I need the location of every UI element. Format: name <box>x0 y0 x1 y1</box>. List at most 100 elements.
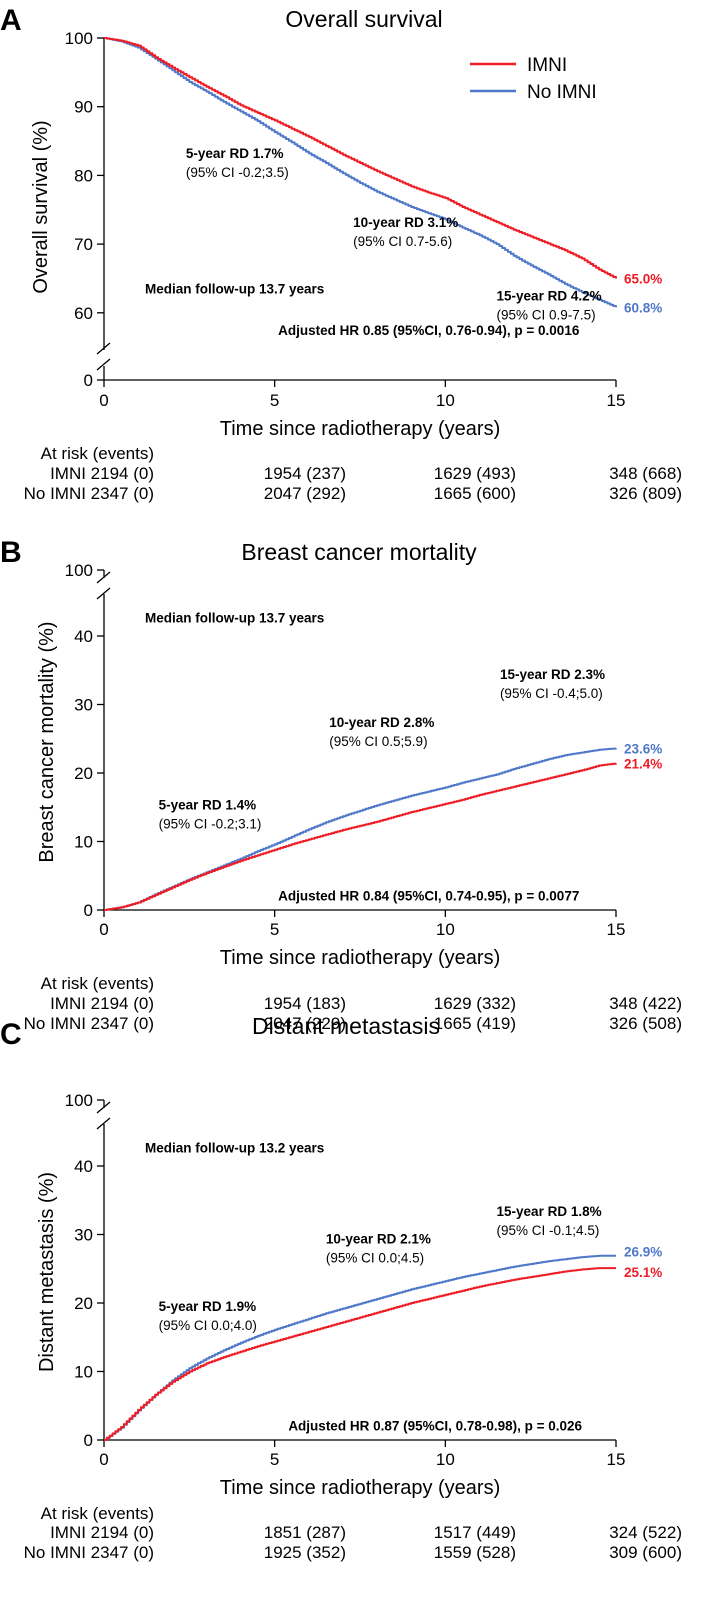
panel-letter: A <box>0 4 22 37</box>
x-tick-label: 10 <box>436 391 455 410</box>
panel-c: C Distant metastasis 0 10 20 30 40 100 0 5 10 15 Tim… <box>0 1013 682 1562</box>
annotation-ci: (95% CI 0.0;4.0) <box>159 1318 257 1333</box>
x-tick-label: 15 <box>607 391 626 410</box>
y-tick-label: 70 <box>74 235 93 254</box>
annotation-ci: (95% CI -0.2;3.5) <box>186 165 289 180</box>
annotation-bold: 10-year RD 2.8% <box>329 715 434 730</box>
series-line-no-imni <box>104 37 617 308</box>
y-tick-label: 20 <box>74 1294 93 1313</box>
annotation-bold: 15-year RD 1.8% <box>497 1204 602 1219</box>
annotation-bold: 5-year RD 1.7% <box>186 146 284 161</box>
x-tick-label: 0 <box>99 391 108 410</box>
risk-cell: 2047 (292) <box>264 484 346 503</box>
y-tick-label: 100 <box>65 1091 93 1110</box>
y-tick-label: 30 <box>74 1226 93 1245</box>
risk-cell: 324 (522) <box>609 1523 682 1542</box>
risk-row-label: IMNI 2194 (0) <box>50 464 154 483</box>
axis-break-mark <box>96 358 111 371</box>
x-tick-label: 5 <box>270 391 279 410</box>
risk-table: At risk (events)IMNI 2194 (0) 1954 (237) 1… <box>24 444 682 503</box>
axis-break-mark <box>96 342 111 355</box>
y-tick-label: 90 <box>74 98 93 117</box>
risk-row-label: No IMNI 2347 (0) <box>24 1014 154 1033</box>
y-axis <box>96 570 111 910</box>
y-tick-label: 30 <box>74 696 93 715</box>
end-label-no-imni: 23.6% <box>624 741 662 756</box>
y-tick-label: 0 <box>84 901 93 920</box>
x-tick-label: 15 <box>607 1450 626 1469</box>
legend: IMNI No IMNI <box>470 55 597 103</box>
x-tick-label: 15 <box>607 920 626 939</box>
annotation-bold: Adjusted HR 0.87 (95%CI, 0.78-0.98), p =… <box>288 1418 582 1433</box>
risk-header: At risk (events) <box>41 1504 154 1523</box>
y-tick-label: 100 <box>65 561 93 580</box>
axis-break-mark <box>96 1117 111 1130</box>
annotation-bold: 15-year RD 2.3% <box>500 667 605 682</box>
annotation-bold: 10-year RD 3.1% <box>353 215 458 230</box>
end-label-imni: 21.4% <box>624 756 662 771</box>
annotation-ci: (95% CI 0.0;4.5) <box>326 1250 424 1265</box>
end-label-no-imni: 60.8% <box>624 300 662 315</box>
annotation-bold: Median follow-up 13.7 years <box>145 282 324 297</box>
series-line-imni <box>104 762 617 911</box>
panel-letter: C <box>0 1018 22 1051</box>
x-tick-label: 0 <box>99 1450 108 1469</box>
risk-cell: 348 (422) <box>609 994 682 1013</box>
y-tick-label: 100 <box>65 29 93 48</box>
annotation-bold: 5-year RD 1.9% <box>159 1299 257 1314</box>
risk-cell: 1629 (332) <box>434 994 516 1013</box>
panel-a: A Overall survival 0 60 70 80 90 100 0 5 10 15 Time … <box>0 4 682 503</box>
x-tick-label: 10 <box>436 1450 455 1469</box>
y-tick-label: 20 <box>74 764 93 783</box>
y-axis <box>96 1100 111 1440</box>
risk-cell: 1665 (419) <box>434 1014 516 1033</box>
y-tick-label: 10 <box>74 1363 93 1382</box>
y-tick-label: 0 <box>84 371 93 390</box>
axis-break-mark <box>96 571 111 584</box>
risk-cell: 1954 (237) <box>264 464 346 483</box>
annotation-bold: 15-year RD 4.2% <box>497 288 602 303</box>
panel-title: Distant metastasis <box>252 1013 440 1039</box>
panel-letter: B <box>0 536 22 569</box>
end-label-no-imni: 26.9% <box>624 1245 662 1260</box>
y-tick-label: 40 <box>74 627 93 646</box>
annotation-bold: Median follow-up 13.7 years <box>145 610 324 625</box>
y-tick-label: 40 <box>74 1157 93 1176</box>
annotation-ci: (95% CI 0.9-7.5) <box>497 307 596 322</box>
annotation-ci: (95% CI -0.2;3.1) <box>159 816 262 831</box>
y-axis-label: Breast cancer mortality (%) <box>36 621 58 862</box>
x-axis-label: Time since radiotherapy (years) <box>220 947 500 969</box>
x-tick-label: 0 <box>99 920 108 939</box>
annotation-bold: Adjusted HR 0.85 (95%CI, 0.76-0.94), p =… <box>278 323 580 338</box>
risk-header: At risk (events) <box>41 444 154 463</box>
y-axis-label: Distant metastasis (%) <box>36 1172 58 1372</box>
series-line-imni <box>104 1267 616 1441</box>
x-axis-label: Time since radiotherapy (years) <box>220 1477 500 1499</box>
end-label-imni: 65.0% <box>624 271 662 286</box>
risk-cell: 1629 (493) <box>434 464 516 483</box>
y-tick-label: 0 <box>84 1431 93 1450</box>
risk-cell: 326 (809) <box>609 484 682 503</box>
risk-cell: 1851 (287) <box>264 1523 346 1542</box>
annotation-ci: (95% CI 0.5;5.9) <box>329 734 427 749</box>
y-tick-label: 80 <box>74 166 93 185</box>
risk-cell: 1954 (183) <box>264 994 346 1013</box>
panel-title: Overall survival <box>285 6 442 32</box>
legend-label-no-imni: No IMNI <box>527 82 597 103</box>
panel-title: Breast cancer mortality <box>241 539 477 565</box>
x-tick-label: 5 <box>270 1450 279 1469</box>
risk-header: At risk (events) <box>41 974 154 993</box>
risk-cell: 348 (668) <box>609 464 682 483</box>
x-tick-label: 10 <box>436 920 455 939</box>
risk-row-label: No IMNI 2347 (0) <box>24 1543 154 1562</box>
risk-row-label: No IMNI 2347 (0) <box>24 484 154 503</box>
series-line-no-imni <box>104 1254 616 1441</box>
series-line-imni <box>104 37 617 279</box>
annotation-bold: 5-year RD 1.4% <box>159 797 257 812</box>
risk-table: At risk (events)IMNI 2194 (0) 1954 (183) 1… <box>24 974 682 1033</box>
x-tick-label: 5 <box>270 920 279 939</box>
y-tick-label: 60 <box>74 304 93 323</box>
y-axis-label: Overall survival (%) <box>30 120 52 293</box>
axis-break-mark <box>96 1101 111 1114</box>
